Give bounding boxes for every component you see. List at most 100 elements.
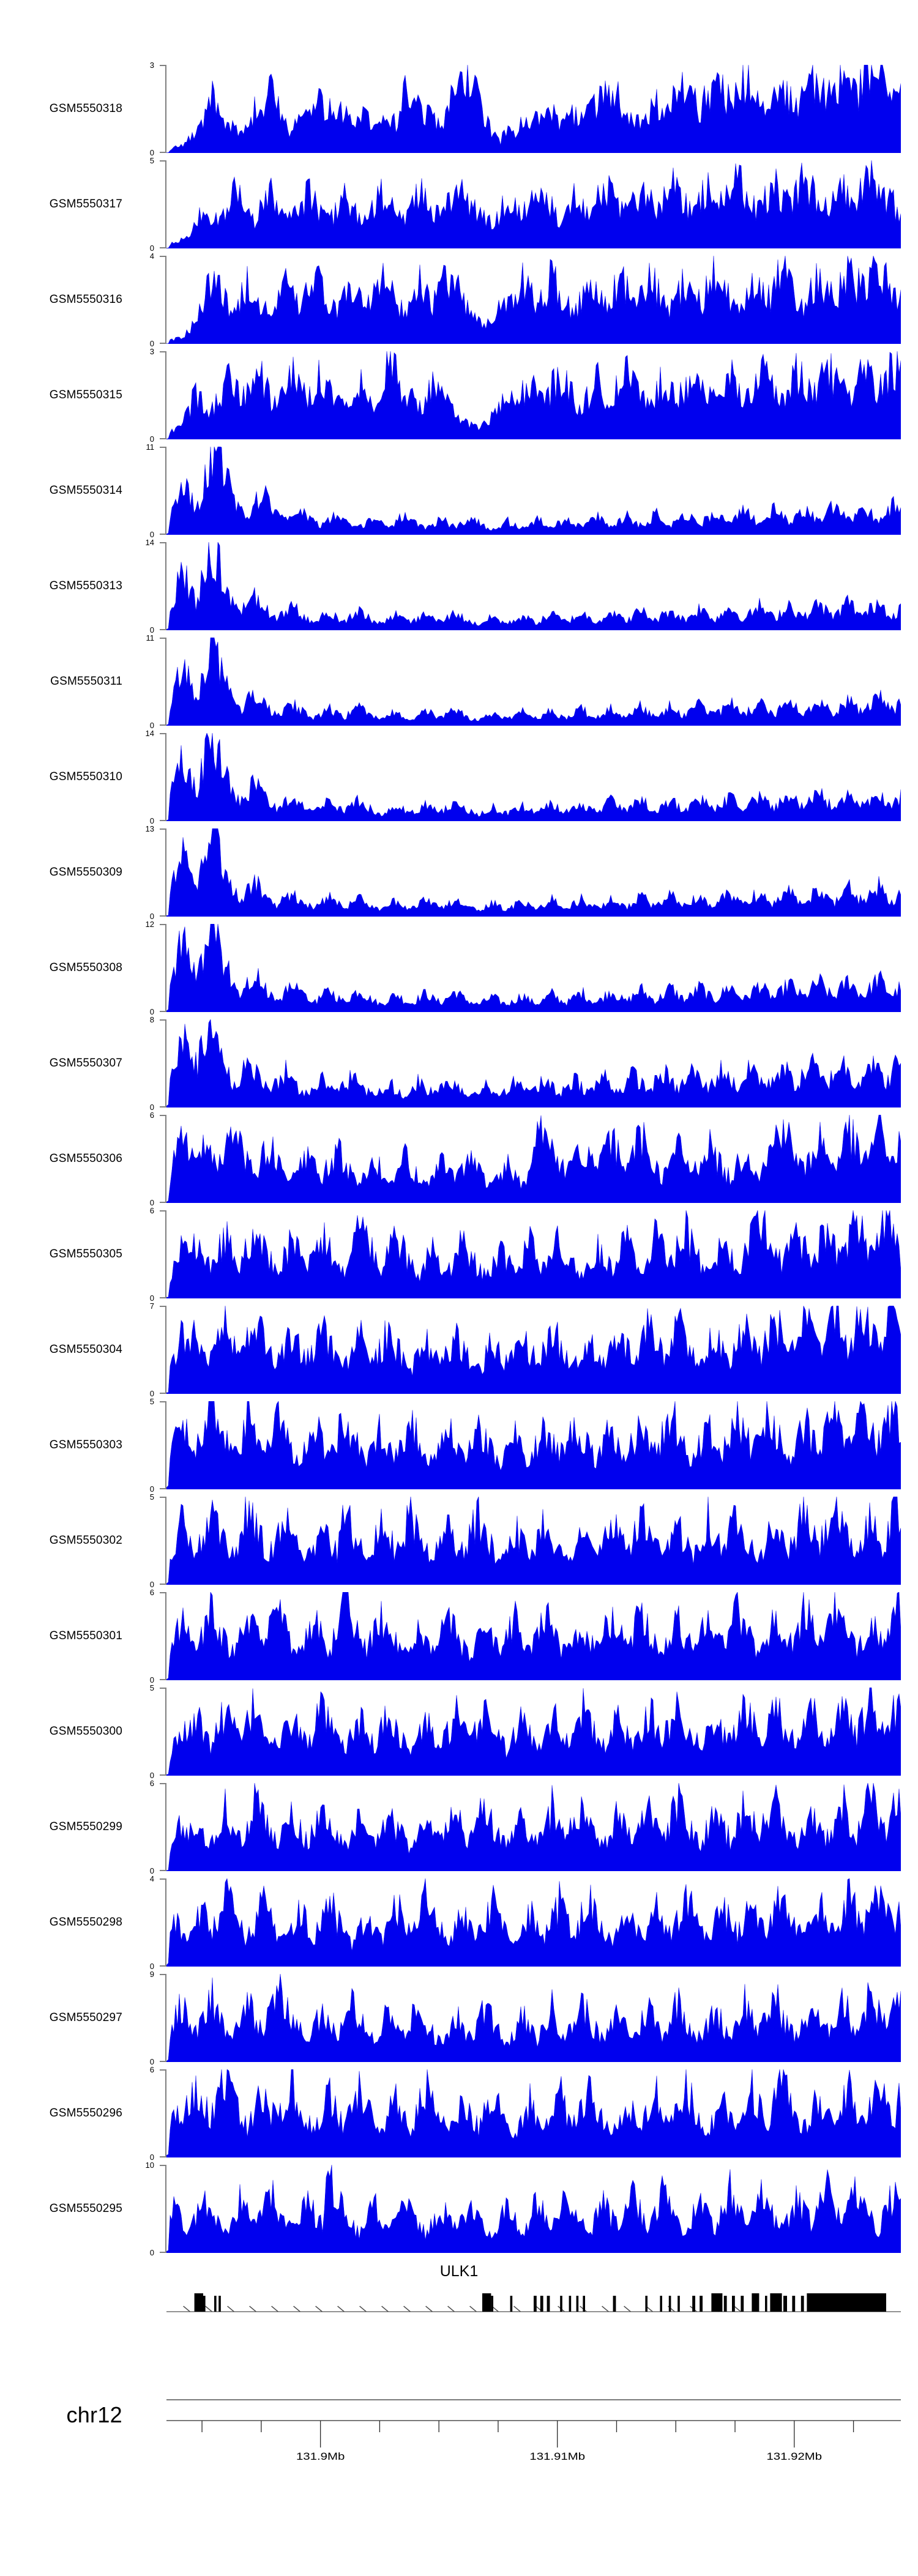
track-label-gsm5550316: GSM5550316 [49, 293, 122, 306]
y-axis-line [165, 1115, 166, 1203]
y-axis-tick-min [160, 1965, 166, 1967]
y-axis-max-value: 5 [149, 1397, 154, 1406]
track-y-axis: 10 0 [146, 2161, 166, 2257]
gene-name-label: ULK1 [439, 2263, 479, 2280]
coverage-track[interactable]: GSM5550306 6 0 [0, 1111, 918, 1207]
y-axis-tick-min [160, 2061, 166, 2062]
y-axis-min-value: 0 [149, 2248, 154, 2257]
y-axis-tick-max [160, 828, 166, 830]
track-label-gsm5550297: GSM5550297 [49, 2011, 122, 2024]
coverage-track[interactable]: GSM5550301 6 0 [0, 1588, 918, 1684]
y-axis-tick-min [160, 724, 166, 726]
coverage-track[interactable]: GSM5550308 12 0 [0, 920, 918, 1016]
y-axis-max-value: 8 [149, 1015, 154, 1024]
coverage-track[interactable]: GSM5550317 5 0 [0, 157, 918, 252]
y-axis-min-value: 0 [149, 2057, 154, 2066]
coverage-plot-area[interactable] [166, 638, 901, 726]
coverage-plot-area[interactable] [166, 733, 901, 821]
coverage-plot-area[interactable] [166, 1688, 901, 1776]
coverage-track[interactable]: GSM5550295 10 0 [0, 2161, 918, 2257]
track-label-gsm5550299: GSM5550299 [49, 1820, 122, 1833]
y-axis-tick-min [160, 1011, 166, 1012]
y-axis-line [165, 160, 166, 248]
track-label-gsm5550303: GSM5550303 [49, 1439, 122, 1451]
track-label-gsm5550305: GSM5550305 [49, 1248, 122, 1260]
coverage-plot-area[interactable] [166, 1783, 901, 1871]
coverage-plot-area[interactable] [166, 1210, 901, 1298]
svg-text:131.9Mb: 131.9Mb [296, 2451, 345, 2462]
track-label-gsm5550314: GSM5550314 [49, 484, 122, 497]
coverage-plot-area[interactable] [166, 160, 901, 248]
coverage-plot-area[interactable] [166, 1974, 901, 2062]
coverage-track[interactable]: GSM5550315 3 0 [0, 348, 918, 443]
genome-axis-track: chr12 131.9Mb 131.91Mb 131.92Mb [0, 2374, 918, 2515]
y-axis-tick-min [160, 1584, 166, 1585]
coverage-track[interactable]: GSM5550299 6 0 [0, 1779, 918, 1875]
coverage-plot-area[interactable] [166, 828, 901, 917]
coverage-plot-area[interactable] [166, 542, 901, 630]
coverage-plot-area[interactable] [166, 447, 901, 535]
y-axis-tick-max [160, 1688, 166, 1689]
y-axis-line [165, 1974, 166, 2062]
coverage-track[interactable]: GSM5550296 6 0 [0, 2066, 918, 2161]
coverage-track[interactable]: GSM5550304 7 0 [0, 1302, 918, 1398]
coverage-plot-area[interactable] [166, 1878, 901, 1967]
y-axis-line [165, 1306, 166, 1394]
svg-text:131.91Mb: 131.91Mb [529, 2451, 585, 2462]
y-axis-line [165, 65, 166, 153]
coverage-track[interactable]: GSM5550300 5 0 [0, 1684, 918, 1779]
y-axis-min-value: 0 [149, 1294, 154, 1303]
coverage-plot-area[interactable] [166, 351, 901, 439]
y-axis-max-value: 3 [149, 61, 154, 70]
coverage-track[interactable]: GSM5550309 13 0 [0, 825, 918, 920]
y-axis-max-value: 6 [149, 1779, 154, 1788]
y-axis-max-value: 5 [149, 1492, 154, 1502]
y-axis-line [165, 1878, 166, 1967]
track-label-gsm5550298: GSM5550298 [49, 1916, 122, 1929]
track-label-gsm5550295: GSM5550295 [49, 2202, 122, 2215]
coverage-plot-area[interactable] [166, 1401, 901, 1489]
y-axis-max-value: 4 [149, 251, 154, 261]
y-axis-min-value: 0 [149, 625, 154, 635]
coverage-track[interactable]: GSM5550305 6 0 [0, 1207, 918, 1302]
coverage-plot-area[interactable] [166, 256, 901, 344]
y-axis-tick-min [160, 1488, 166, 1489]
coverage-track[interactable]: GSM5550307 8 0 [0, 1016, 918, 1111]
coverage-track[interactable]: GSM5550302 5 0 [0, 1493, 918, 1588]
y-axis-tick-max [160, 447, 166, 448]
coverage-plot-area[interactable] [166, 2165, 901, 2253]
track-label-gsm5550311: GSM5550311 [50, 675, 122, 688]
y-axis-tick-min [160, 629, 166, 630]
coverage-plot-area[interactable] [166, 2069, 901, 2157]
coverage-track[interactable]: GSM5550316 4 0 [0, 252, 918, 348]
y-axis-tick-min [160, 820, 166, 821]
coverage-track[interactable]: GSM5550318 3 0 [0, 61, 918, 157]
y-axis-tick-min [160, 247, 166, 248]
y-axis-max-value: 13 [145, 824, 154, 833]
track-y-axis: 14 0 [146, 538, 166, 634]
track-label-gsm5550315: GSM5550315 [49, 389, 122, 401]
coverage-plot-area[interactable] [166, 924, 901, 1012]
coverage-track[interactable]: GSM5550310 14 0 [0, 729, 918, 825]
coverage-track[interactable]: GSM5550303 5 0 [0, 1398, 918, 1493]
coverage-track[interactable]: GSM5550297 9 0 [0, 1970, 918, 2066]
coverage-track[interactable]: GSM5550311 11 0 [0, 634, 918, 729]
y-axis-max-value: 14 [145, 729, 154, 738]
coverage-plot-area[interactable] [166, 1115, 901, 1203]
coverage-track[interactable]: GSM5550314 11 0 [0, 443, 918, 538]
coverage-plot-area[interactable] [166, 1497, 901, 1585]
gene-annotation-track[interactable]: ULK1 [0, 2239, 918, 2325]
coverage-plot-area[interactable] [166, 1019, 901, 1107]
y-axis-max-value: 5 [149, 156, 154, 165]
coverage-plot-area[interactable] [166, 1592, 901, 1680]
track-label-gsm5550318: GSM5550318 [49, 102, 122, 115]
y-axis-max-value: 4 [149, 1874, 154, 1883]
coverage-track[interactable]: GSM5550313 14 0 [0, 538, 918, 634]
y-axis-tick-max [160, 542, 166, 543]
coverage-plot-area[interactable] [166, 65, 901, 153]
coverage-track[interactable]: GSM5550298 4 0 [0, 1875, 918, 1970]
coverage-plot-area[interactable] [166, 1306, 901, 1394]
